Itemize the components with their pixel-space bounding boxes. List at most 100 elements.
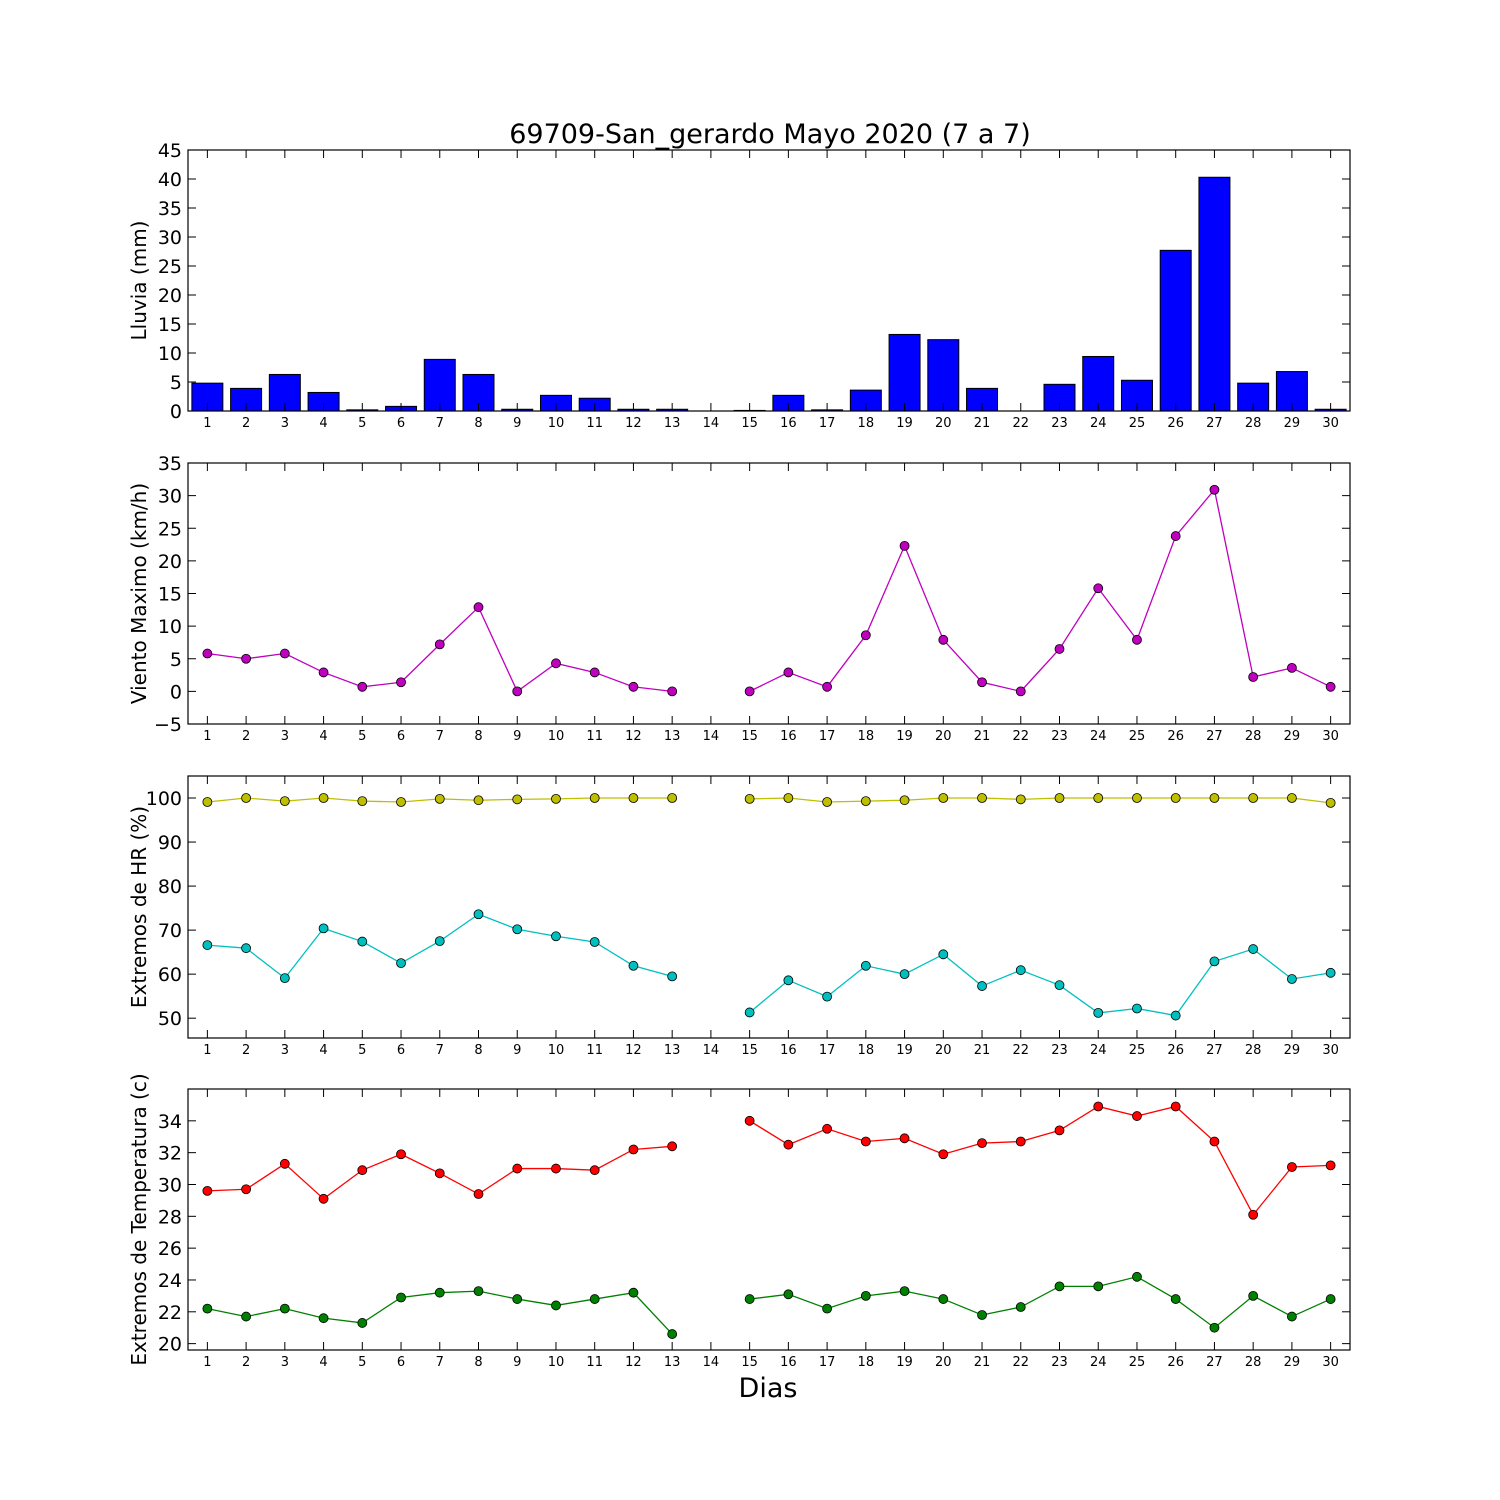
data-point-day-19 <box>899 969 910 980</box>
y-tick-label: 90 <box>158 832 182 854</box>
data-point-day-20 <box>938 793 949 803</box>
x-tick-label: 11 <box>586 1043 603 1058</box>
x-tick-label: 17 <box>819 416 836 431</box>
x-tick-label: 27 <box>1206 1355 1223 1370</box>
rain-bar-day-24 <box>1082 355 1115 412</box>
x-tick-label: 21 <box>974 416 991 431</box>
data-point-day-9 <box>512 1163 523 1174</box>
x-tick-label: 30 <box>1322 1043 1339 1058</box>
data-point-day-16 <box>783 975 794 986</box>
x-tick-label: 6 <box>397 729 405 744</box>
x-tick-label: 4 <box>319 729 327 744</box>
x-tick-label: 20 <box>935 729 952 744</box>
x-tick-label: 8 <box>474 416 482 431</box>
x-tick-label: 18 <box>858 1043 875 1058</box>
data-point-day-18 <box>860 796 871 806</box>
x-tick-label: 22 <box>1012 1043 1029 1058</box>
y-tick-label: 30 <box>158 227 182 249</box>
data-point-day-5 <box>357 936 368 947</box>
y-tick-label: 15 <box>158 584 182 606</box>
x-tick-label: 30 <box>1322 416 1339 431</box>
data-point-day-23 <box>1054 793 1065 803</box>
data-point-day-9 <box>512 924 523 935</box>
x-tick-label: 6 <box>397 416 405 431</box>
data-point-day-10 <box>551 931 561 942</box>
series-1 <box>202 1101 1336 1220</box>
x-tick-label: 16 <box>780 729 797 744</box>
data-point-day-5 <box>357 796 368 806</box>
data-point-day-12 <box>628 1287 639 1298</box>
data-point-day-15 <box>744 1007 755 1018</box>
x-tick-label: 24 <box>1090 729 1107 744</box>
x-tick-label: 5 <box>358 729 366 744</box>
data-point-day-29 <box>1287 1311 1297 1322</box>
series-line-segment <box>749 1105 1331 1216</box>
x-tick-label: 7 <box>436 1043 444 1058</box>
data-point-day-15 <box>744 1294 755 1304</box>
data-point-day-30 <box>1325 1294 1336 1304</box>
data-point-day-11 <box>589 937 600 947</box>
x-tick-label: 6 <box>397 1355 405 1370</box>
rain-bar-day-27 <box>1198 176 1231 412</box>
data-point-day-22 <box>1015 1302 1026 1312</box>
y-axis-label: Lluvia (mm) <box>127 221 151 341</box>
data-point-day-23 <box>1054 644 1065 654</box>
x-tick-label: 12 <box>625 1355 642 1370</box>
data-point-day-5 <box>357 681 368 692</box>
data-point-day-28 <box>1248 1290 1259 1301</box>
data-point-day-25 <box>1132 793 1142 803</box>
x-tick-label: 24 <box>1090 1043 1107 1058</box>
x-tick-label: 2 <box>242 729 250 744</box>
data-point-day-2 <box>241 653 252 664</box>
series-line-segment <box>749 1276 1331 1329</box>
data-point-day-6 <box>396 797 406 807</box>
x-tick-label: 20 <box>935 1043 952 1058</box>
data-point-day-30 <box>1325 967 1336 978</box>
y-tick-label: 35 <box>158 453 182 475</box>
x-tick-label: 28 <box>1245 1355 1262 1370</box>
data-point-day-20 <box>938 1149 949 1160</box>
data-point-day-29 <box>1287 793 1297 803</box>
x-tick-label: 27 <box>1206 1043 1223 1058</box>
data-point-day-4 <box>318 1193 329 1204</box>
series-line-segment <box>749 797 1331 804</box>
data-point-day-4 <box>318 667 329 678</box>
x-tick-label: 9 <box>513 1355 521 1370</box>
x-tick-label: 20 <box>935 416 952 431</box>
data-point-day-2 <box>241 1311 252 1322</box>
x-tick-label: 19 <box>896 1355 913 1370</box>
x-tick-label: 10 <box>548 1043 565 1058</box>
data-point-day-26 <box>1170 1101 1181 1112</box>
x-tick-label: 2 <box>242 1355 250 1370</box>
x-tick-label: 21 <box>974 729 991 744</box>
data-point-day-22 <box>1015 686 1026 697</box>
x-axis-label: Dias <box>739 1373 798 1404</box>
y-tick-label: −5 <box>154 714 182 736</box>
data-point-day-23 <box>1054 1125 1065 1136</box>
data-point-day-3 <box>279 1303 290 1314</box>
series-line-segment <box>207 913 673 980</box>
x-tick-label: 13 <box>664 729 681 744</box>
data-point-day-29 <box>1287 662 1297 673</box>
data-point-day-20 <box>938 1294 949 1304</box>
data-point-day-16 <box>783 1139 794 1150</box>
data-point-day-22 <box>1015 965 1026 976</box>
y-tick-label: 35 <box>158 198 182 220</box>
data-point-day-5 <box>357 1318 368 1328</box>
axes-frame <box>187 1088 1351 1351</box>
data-point-day-15 <box>744 793 755 804</box>
x-tick-label: 26 <box>1167 1355 1184 1370</box>
data-point-day-1 <box>202 1303 213 1314</box>
x-tick-label: 12 <box>625 1043 642 1058</box>
data-point-day-4 <box>318 1313 329 1324</box>
y-tick-label: 10 <box>158 616 182 638</box>
x-tick-label: 7 <box>436 416 444 431</box>
x-tick-label: 5 <box>358 1355 366 1370</box>
x-tick-label: 8 <box>474 1355 482 1370</box>
y-tick-label: 80 <box>158 876 182 898</box>
x-tick-label: 19 <box>896 416 913 431</box>
